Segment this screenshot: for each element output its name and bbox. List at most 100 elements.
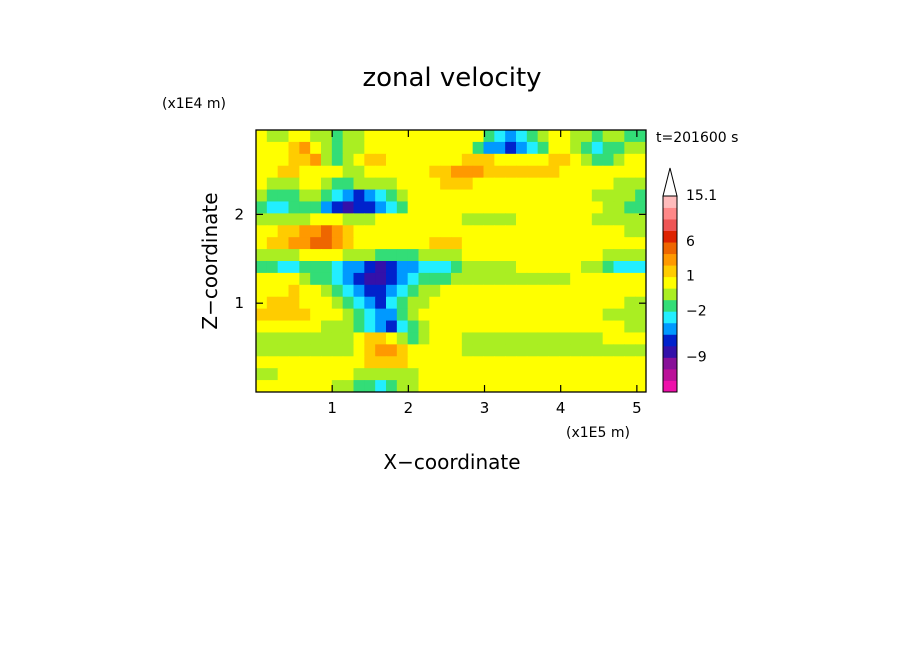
heatmap-cell	[310, 356, 322, 369]
heatmap-cell	[635, 261, 646, 274]
heatmap-cell	[494, 237, 506, 250]
heatmap-cell	[624, 177, 636, 191]
heatmap-cell	[407, 153, 420, 167]
heatmap-cell	[537, 165, 550, 179]
heatmap-cell	[418, 380, 430, 392]
heatmap-cell	[526, 368, 539, 381]
heatmap-cell	[396, 189, 409, 203]
heatmap-cell	[321, 225, 333, 238]
heatmap-cell	[624, 344, 636, 357]
heatmap-cell	[429, 189, 441, 203]
heatmap-cell	[461, 237, 474, 250]
heatmap-cell	[602, 201, 615, 214]
heatmap-cell	[505, 237, 517, 250]
heatmap-cell	[559, 141, 571, 155]
heatmap-cell	[331, 249, 344, 262]
heatmap-cell	[256, 284, 268, 298]
heatmap-cell	[364, 308, 376, 322]
heatmap-cell	[288, 332, 300, 345]
heatmap-cell	[591, 165, 604, 179]
heatmap-cell	[494, 380, 506, 392]
heatmap-cell	[483, 237, 495, 250]
heatmap-cell	[342, 237, 355, 250]
heatmap-cell	[624, 368, 636, 381]
heatmap-cell	[581, 165, 593, 179]
heatmap-cell	[353, 189, 365, 203]
heatmap-cell	[277, 225, 290, 238]
heatmap-cell	[548, 296, 560, 310]
x-tick-label: 5	[632, 399, 642, 417]
heatmap-cell	[472, 380, 485, 392]
heatmap-cell	[331, 332, 344, 345]
heatmap-cell	[591, 296, 604, 310]
heatmap-cell	[570, 249, 582, 262]
heatmap-cell	[537, 237, 550, 250]
heatmap-cell	[559, 332, 571, 345]
heatmap-cell	[505, 332, 517, 345]
heatmap-cell	[353, 201, 365, 214]
heatmap-cell	[375, 177, 387, 191]
heatmap-cell	[505, 213, 517, 226]
heatmap-cell	[418, 201, 430, 214]
heatmap-cell	[602, 272, 615, 286]
heatmap-cell	[472, 189, 485, 203]
heatmap-cell	[483, 284, 495, 298]
heatmap-cell	[581, 213, 593, 226]
heatmap-cell	[331, 213, 344, 226]
heatmap-cell	[635, 308, 646, 322]
heatmap-cell	[310, 153, 322, 167]
heatmap-cell	[602, 189, 615, 203]
heatmap-cell	[321, 308, 333, 322]
heatmap-cell	[548, 261, 560, 274]
heatmap-cell	[440, 130, 452, 143]
heatmap-cell	[548, 368, 560, 381]
heatmap-cell	[364, 320, 376, 334]
heatmap-cell	[310, 213, 322, 226]
heatmap-cell	[375, 320, 387, 334]
heatmap-cell	[288, 130, 300, 143]
heatmap-cell	[407, 356, 420, 369]
heatmap-cell	[635, 237, 646, 250]
heatmap-cell	[548, 189, 560, 203]
heatmap-cell	[591, 177, 604, 191]
heatmap-cell	[288, 308, 300, 322]
heatmap-cell	[418, 356, 430, 369]
heatmap-cell	[266, 308, 279, 322]
heatmap-cell	[559, 249, 571, 262]
heatmap-cell	[266, 284, 279, 298]
heatmap-cell	[526, 189, 539, 203]
heatmap-cell	[266, 296, 279, 310]
heatmap-cell	[472, 141, 485, 155]
heatmap-cell	[548, 225, 560, 238]
heatmap-cell	[418, 141, 430, 155]
heatmap-cell	[364, 165, 376, 179]
heatmap-cell	[440, 165, 452, 179]
heatmap-cell	[581, 380, 593, 392]
heatmap-cell	[396, 237, 409, 250]
x-tick-label: 2	[404, 399, 414, 417]
heatmap-cell	[429, 320, 441, 334]
heatmap-cell	[396, 201, 409, 214]
heatmap-cell	[483, 213, 495, 226]
y-tick-label: 2	[234, 205, 244, 223]
heatmap-cell	[418, 344, 430, 357]
heatmap-cell	[266, 177, 279, 191]
heatmap-cell	[364, 237, 376, 250]
heatmap-cell	[461, 141, 474, 155]
heatmap-cell	[548, 165, 560, 179]
heatmap-cell	[494, 130, 506, 143]
heatmap-cell	[342, 141, 355, 155]
heatmap-cell	[570, 225, 582, 238]
heatmap-cell	[548, 177, 560, 191]
heatmap-cell	[581, 225, 593, 238]
heatmap-cell	[472, 272, 485, 286]
heatmap-cell	[418, 308, 430, 322]
heatmap-cell	[613, 153, 625, 167]
colorbar-swatch	[663, 196, 677, 208]
heatmap-cell	[624, 249, 636, 262]
heatmap-cell	[277, 284, 290, 298]
heatmap-cell	[277, 296, 290, 310]
heatmap-cell	[277, 153, 290, 167]
heatmap-cell	[451, 332, 463, 345]
heatmap-cell	[277, 272, 290, 286]
